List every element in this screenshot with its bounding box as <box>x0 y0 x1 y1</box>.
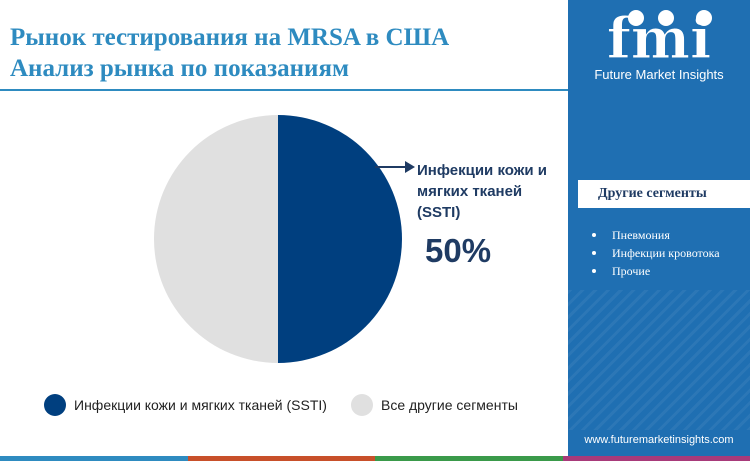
other-segment-label: Инфекции кровотока <box>612 246 720 260</box>
bottom-bar-segment <box>187 456 375 461</box>
other-segment-label: Прочие <box>612 264 651 278</box>
bullet-icon <box>592 233 596 237</box>
callout-label: Инфекции кожи и мягких тканей (SSTI) <box>417 162 547 221</box>
bottom-bar-segment <box>0 456 188 461</box>
callout-value: 50% <box>425 232 492 269</box>
sidebar-texture <box>568 290 750 430</box>
fmi-logo: fmi <box>606 6 712 66</box>
globe-icon <box>696 10 712 26</box>
legend-item-other: Все другие сегменты <box>351 393 518 417</box>
pie-slice-other <box>154 115 278 363</box>
globe-icon <box>658 10 674 26</box>
pie-chart <box>154 115 402 363</box>
legend-item-ssti: Инфекции кожи и мягких тканей (SSTI) <box>44 393 327 417</box>
legend-swatch-ssti <box>44 394 66 416</box>
bullet-icon <box>592 269 596 273</box>
legend-label-ssti: Инфекции кожи и мягких тканей (SSTI) <box>74 397 327 413</box>
title-line-1: Рынок тестирования на MRSA в США <box>10 24 450 51</box>
brand-tagline: Future Market Insights <box>594 67 724 82</box>
bottom-bar-segment <box>562 456 750 461</box>
pie-slice-ssti <box>278 115 402 363</box>
globe-icon <box>628 10 644 26</box>
other-segment-label: Пневмония <box>612 228 670 242</box>
other-segment-item: Прочие <box>588 262 738 280</box>
sidebar-panel: fmi Future Market Insights Другие сегмен… <box>568 0 750 461</box>
other-segments-list: Пневмония Инфекции кровотока Прочие <box>588 226 738 280</box>
callout-arrow-icon <box>375 161 415 173</box>
other-segments-heading: Другие сегменты <box>578 180 750 208</box>
legend-label-other: Все другие сегменты <box>381 397 518 413</box>
title-divider <box>0 89 568 91</box>
other-segment-item: Инфекции кровотока <box>588 244 738 262</box>
chart-title: Рынок тестирования на MRSA в США Анализ … <box>10 22 550 84</box>
bullet-icon <box>592 251 596 255</box>
website-link[interactable]: www.futuremarketinsights.com <box>584 434 734 446</box>
title-line-2: Анализ рынка по показаниям <box>10 55 350 82</box>
bottom-bar-segment <box>375 456 563 461</box>
legend-swatch-other <box>351 394 373 416</box>
bottom-color-bar <box>0 456 750 461</box>
other-segment-item: Пневмония <box>588 226 738 244</box>
